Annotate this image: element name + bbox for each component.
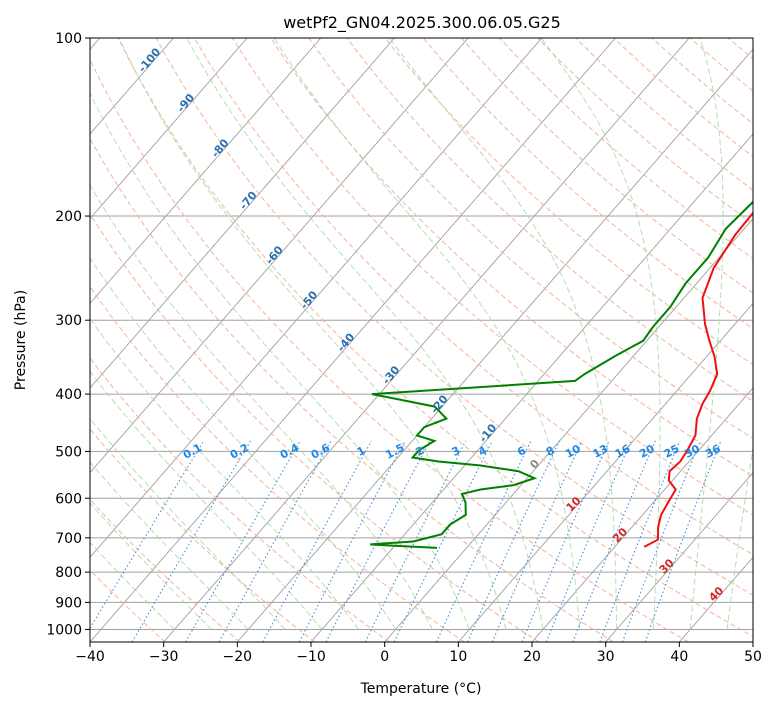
mixing-ratio-line <box>644 440 722 642</box>
moist-adiabat-line <box>726 444 753 630</box>
moist-adiabat-line <box>90 541 175 630</box>
moist-adiabat-line <box>186 38 544 630</box>
dry-adiabat-line <box>90 58 689 642</box>
y-tick-label: 300 <box>55 313 82 329</box>
x-tick-label: −30 <box>149 649 179 665</box>
axis-ticks: −40 −30 −20 −10 0 10 20 30 40 50 100 200 300 400 500 60… <box>46 31 762 665</box>
chart-title: wetPf2_GN04.2025.300.06.05.G25 <box>283 13 561 33</box>
isotherm-line <box>90 38 469 474</box>
y-tick-label: 200 <box>55 209 82 225</box>
x-tick-label: −20 <box>223 649 253 665</box>
mixing-ratio-line <box>491 440 583 642</box>
x-axis-label: Temperature (°C) <box>360 681 482 697</box>
dry-adiabat-line <box>90 428 316 642</box>
dry-adiabat-line <box>193 38 753 556</box>
isotherm-line <box>90 38 395 389</box>
moist-adiabat-line <box>388 38 618 630</box>
x-tick-label: 50 <box>744 649 762 665</box>
moist-adiabat-line <box>90 370 323 630</box>
isotherm-line <box>90 38 616 642</box>
x-tick-label: −10 <box>296 649 326 665</box>
mixing-ratio-line <box>90 440 205 630</box>
dry-adiabat-line <box>90 357 390 642</box>
y-tick-label: 1000 <box>46 622 82 638</box>
mixing-ratio-line <box>131 440 251 642</box>
moist-adiabat-line <box>273 38 581 630</box>
moist-adiabat-line <box>90 502 212 630</box>
dry-adiabat-line <box>155 38 753 596</box>
moist-adiabat-line <box>90 461 249 630</box>
moist-adiabat-line <box>90 257 397 630</box>
isotherm-line <box>531 387 753 642</box>
moist-adiabat-line <box>90 417 286 630</box>
dry-adiabat-line <box>90 498 241 642</box>
isotherm-line <box>310 133 753 642</box>
isotherm-line <box>236 48 753 642</box>
isotherm-line <box>457 302 753 642</box>
mixing-ratio-line <box>466 440 560 642</box>
moist-adiabat-line <box>90 184 433 630</box>
mixing-ratio-label: 10 <box>563 442 583 461</box>
mixing-ratio-line <box>218 440 332 642</box>
background-lines <box>90 38 753 642</box>
dry-adiabat-line <box>232 38 753 516</box>
x-tick-label: 0 <box>380 649 389 665</box>
moist-adiabat-line <box>118 38 507 630</box>
dry-adiabat-line <box>346 38 753 402</box>
dry-adiabat-line <box>270 38 753 478</box>
mixing-ratio-label: 16 <box>613 442 633 461</box>
isotherm-line <box>605 471 753 642</box>
x-tick-label: −40 <box>75 649 105 665</box>
data-series <box>370 200 753 549</box>
x-tick-label: 10 <box>449 649 467 665</box>
x-tick-label: 20 <box>523 649 541 665</box>
dry-adiabat-line <box>90 285 465 642</box>
mixing-ratio-label: 30 <box>682 442 702 461</box>
y-tick-label: 500 <box>55 444 82 460</box>
x-tick-label: 40 <box>670 649 688 665</box>
mixing-ratio-line <box>185 440 301 642</box>
x-tick-label: 30 <box>597 649 615 665</box>
mixing-ratio-line <box>364 440 467 642</box>
mixing-ratio-label: 25 <box>662 442 682 461</box>
dry-adiabat-line <box>90 137 614 642</box>
moist-adiabat-line <box>540 38 661 630</box>
dry-adiabat-line <box>117 38 753 638</box>
y-tick-label: 600 <box>55 491 82 507</box>
y-tick-label: 900 <box>55 595 82 611</box>
mixing-ratio-label: 36 <box>703 442 723 461</box>
plot-frame <box>89 37 754 643</box>
isotherm-line <box>90 38 543 559</box>
y-tick-label: 100 <box>55 31 82 47</box>
dewpoint-line <box>370 200 753 549</box>
moist-adiabat-line <box>90 92 470 630</box>
mixing-ratio-label: 20 <box>637 442 657 461</box>
mixing-ratio-label: 13 <box>591 442 611 461</box>
isotherm-line <box>384 217 753 642</box>
dry-adiabat-line <box>460 38 753 294</box>
dry-adiabat-line <box>384 38 753 366</box>
dry-adiabat-line <box>90 212 540 642</box>
isotherm-line <box>90 38 248 220</box>
y-tick-label: 700 <box>55 531 82 547</box>
mixing-ratio-line <box>521 440 610 642</box>
y-axis-label: Pressure (hPa) <box>13 290 29 390</box>
isotherm-line <box>90 38 322 304</box>
mixing-ratio-line <box>262 440 372 642</box>
temperature-line <box>643 211 753 548</box>
moist-adiabat-line <box>689 38 724 630</box>
y-tick-label: 400 <box>55 387 82 403</box>
y-tick-label: 800 <box>55 565 82 581</box>
